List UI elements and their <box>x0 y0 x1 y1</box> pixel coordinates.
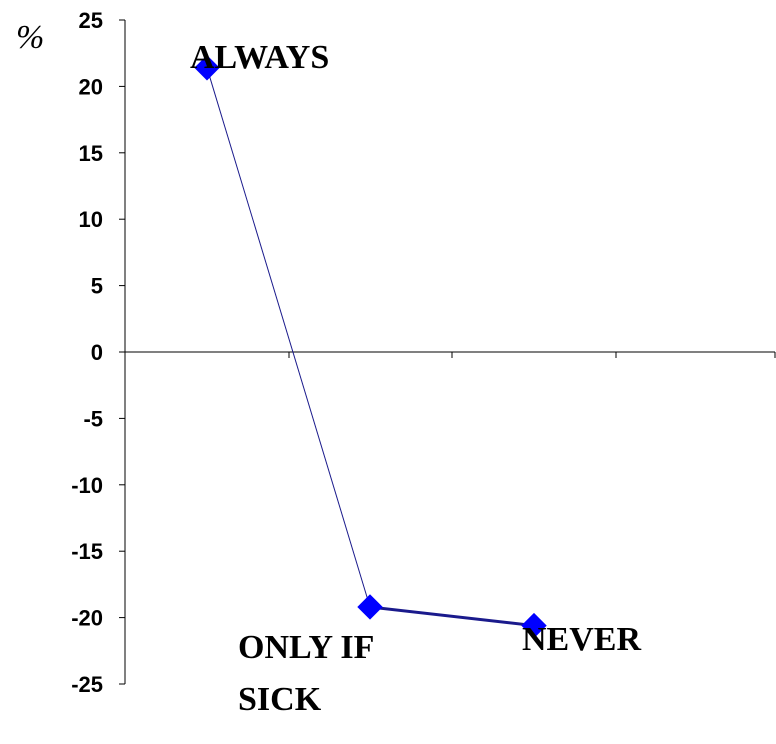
y-tick-label: -5 <box>83 406 103 431</box>
y-tick-label: 20 <box>79 74 103 99</box>
y-tick-label: 15 <box>79 141 103 166</box>
category-label: NEVER <box>522 621 641 658</box>
series <box>194 55 547 639</box>
category-label: SICK <box>238 681 322 718</box>
y-tick-label: 5 <box>91 274 103 299</box>
category-labels: ALWAYS ONLY IF SICK NEVER <box>190 39 641 718</box>
series-line-segment <box>369 605 535 628</box>
y-ticks: 25 20 15 10 5 0 -5 -10 -15 -20 -25 <box>71 8 125 697</box>
y-tick-label: 10 <box>79 207 103 232</box>
data-point-marker <box>357 594 383 620</box>
y-tick-label: 0 <box>91 340 103 365</box>
category-label: ALWAYS <box>190 39 329 76</box>
y-tick-label: -25 <box>71 672 103 697</box>
y-tick-label: -10 <box>71 473 103 498</box>
data-point-marker <box>194 55 220 81</box>
category-label: ONLY IF <box>238 629 374 666</box>
data-point-marker <box>521 612 547 639</box>
y-tick-label: 25 <box>79 8 103 33</box>
y-axis-unit-label: % <box>16 19 44 56</box>
y-tick-label: -20 <box>71 606 103 631</box>
series-line-segment <box>206 67 371 608</box>
x-ticks <box>288 352 776 358</box>
y-tick-label: -15 <box>71 539 103 564</box>
